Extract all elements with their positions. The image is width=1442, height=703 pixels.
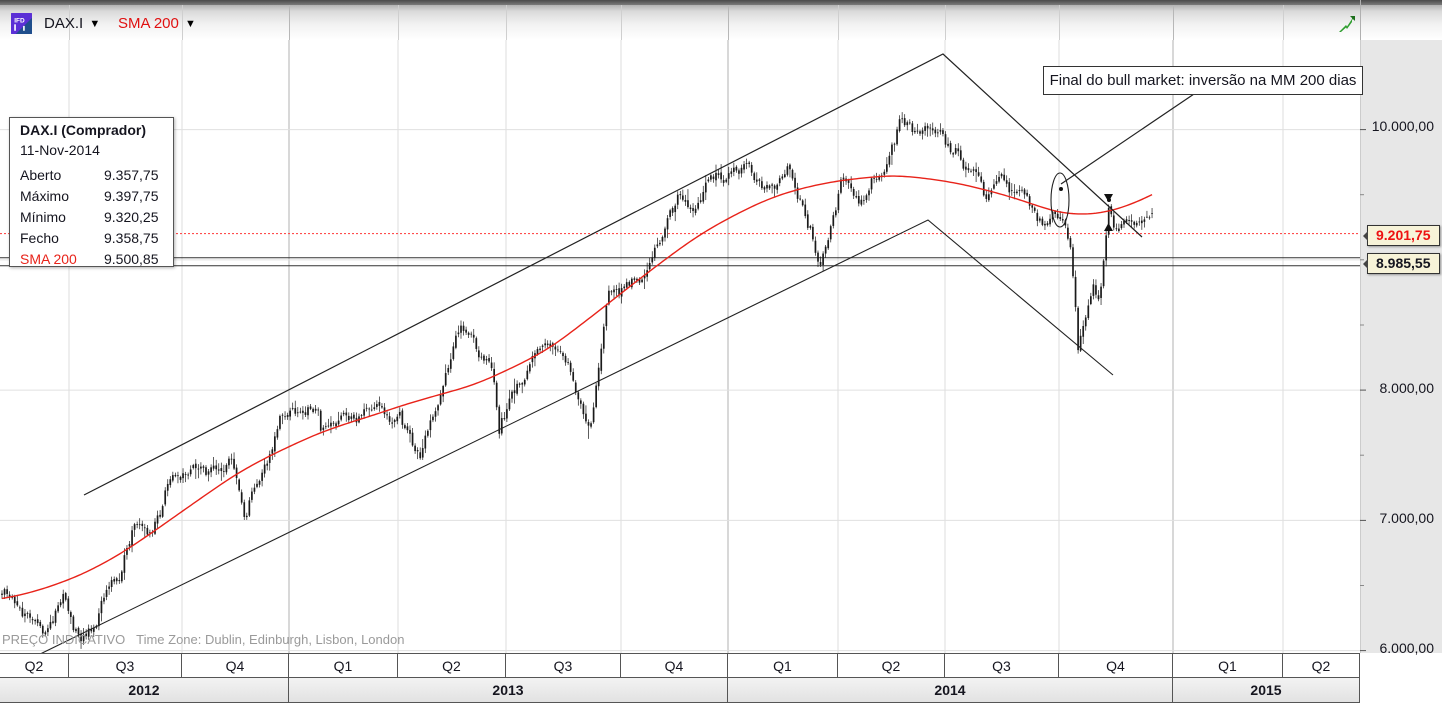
svg-text:IFD: IFD [14, 18, 25, 25]
